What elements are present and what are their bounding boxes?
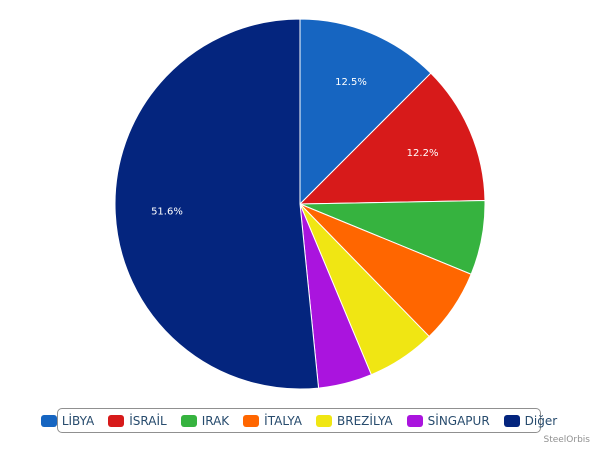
legend-item-5[interactable]: SİNGAPUR: [406, 413, 490, 428]
legend-item-0[interactable]: LİBYA: [40, 413, 95, 428]
legend-label: LİBYA: [61, 413, 95, 428]
legend-item-6[interactable]: Diğer: [503, 413, 558, 428]
legend-label: SİNGAPUR: [427, 413, 490, 428]
legend-item-2[interactable]: IRAK: [180, 413, 230, 428]
legend-swatch: [180, 414, 197, 427]
slice-data-label-1: 12.2%: [407, 148, 439, 159]
legend-swatch: [243, 414, 260, 427]
credits-text[interactable]: SteelOrbis: [543, 435, 590, 445]
legend-label: Diğer: [524, 413, 558, 428]
chart-legend: LİBYA İSRAİL IRAK İTALYA BREZİLYA SİNGAPUR Diğ…: [40, 408, 557, 433]
legend-item-1[interactable]: İSRAİL: [108, 413, 167, 428]
legend-swatch: [40, 414, 57, 427]
legend-label: İTALYA: [264, 413, 303, 428]
legend-swatch: [108, 414, 125, 427]
legend-swatch: [316, 414, 333, 427]
legend-item-3[interactable]: İTALYA: [243, 414, 302, 428]
pie-slice-6[interactable]: [114, 18, 320, 390]
legend-label: İSRAİL: [129, 413, 167, 428]
legend-swatch: [406, 414, 423, 427]
pie-slice-0[interactable]: [299, 18, 432, 206]
legend-label: IRAK: [201, 413, 230, 428]
legend-item-4[interactable]: BREZİLYA: [316, 414, 393, 428]
legend-swatch: [503, 414, 520, 427]
slice-data-label-6: 51.6%: [151, 207, 183, 218]
slice-data-label-0: 12.5%: [335, 77, 367, 88]
pie-slice-1[interactable]: [298, 72, 486, 205]
legend-label: BREZİLYA: [337, 413, 393, 428]
